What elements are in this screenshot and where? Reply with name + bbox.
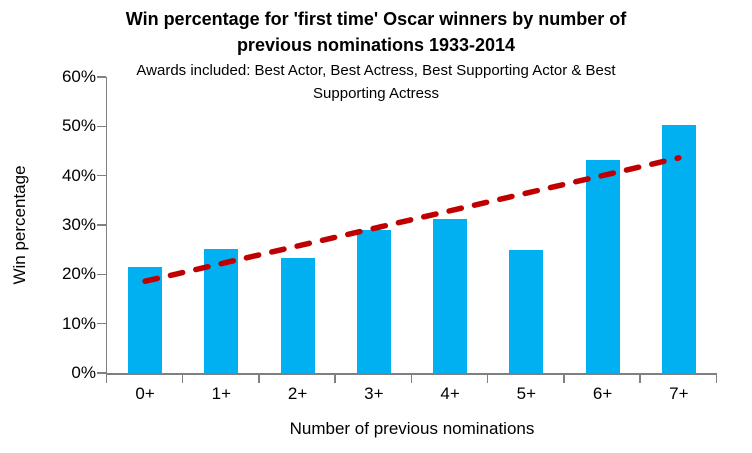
- trendline: [142, 155, 682, 284]
- chart-title: Win percentage for 'first time' Oscar wi…: [0, 6, 752, 58]
- y-tick: [97, 125, 106, 128]
- x-tick: [410, 374, 412, 383]
- x-tick: [486, 374, 489, 383]
- y-tick-label: 50%: [61, 116, 96, 136]
- bar: [280, 257, 315, 373]
- bar: [204, 248, 239, 373]
- chart-title-line2: previous nominations 1933-2014: [236, 35, 516, 55]
- y-tick-label: 60%: [61, 67, 96, 86]
- x-tick: [105, 374, 107, 383]
- x-tick: [258, 374, 260, 383]
- bar: [356, 230, 391, 373]
- chart-subtitle-line2: Supporting Actress: [313, 85, 439, 102]
- y-tick-label: 20%: [61, 264, 96, 284]
- y-tick-label: 40%: [61, 165, 96, 185]
- x-tick-label: 7+: [669, 384, 689, 403]
- chart-title-line1: Win percentage for 'first time' Oscar wi…: [125, 9, 627, 29]
- x-axis-title: Number of previous nominations: [289, 419, 535, 438]
- x-tick-label: 4+: [440, 384, 460, 403]
- x-tick: [181, 374, 184, 383]
- x-tick-label: 6+: [592, 384, 613, 403]
- x-tick-label: 2+: [287, 384, 308, 403]
- y-tick-label: 30%: [61, 215, 96, 234]
- x-tick: [563, 374, 565, 383]
- x-tick-label: 0+: [135, 384, 155, 403]
- bar: [585, 159, 620, 373]
- y-tick: [97, 76, 106, 78]
- bar: [509, 249, 544, 373]
- x-tick-label: 5+: [516, 384, 537, 403]
- x-axis-line: [105, 373, 717, 375]
- plot-area: [107, 77, 717, 373]
- bar: [661, 125, 696, 373]
- y-tick: [97, 174, 106, 177]
- y-tick-label: 0%: [71, 363, 96, 382]
- x-tick-label: 3+: [364, 384, 384, 403]
- y-tick-label: 10%: [61, 313, 96, 333]
- x-tick-label: 1+: [211, 384, 232, 403]
- x-tick: [715, 374, 717, 383]
- chart-subtitle: Awards included: Best Actor, Best Actres…: [0, 59, 752, 105]
- y-tick: [97, 273, 106, 276]
- y-tick: [97, 322, 106, 325]
- bar: [128, 266, 163, 373]
- chart-subtitle-line1: Awards included: Best Actor, Best Actres…: [136, 62, 616, 79]
- y-tick: [97, 372, 106, 374]
- y-tick: [97, 224, 106, 226]
- x-tick: [639, 374, 641, 383]
- y-axis-line: [105, 77, 107, 375]
- bar: [433, 218, 468, 373]
- x-tick: [334, 374, 336, 383]
